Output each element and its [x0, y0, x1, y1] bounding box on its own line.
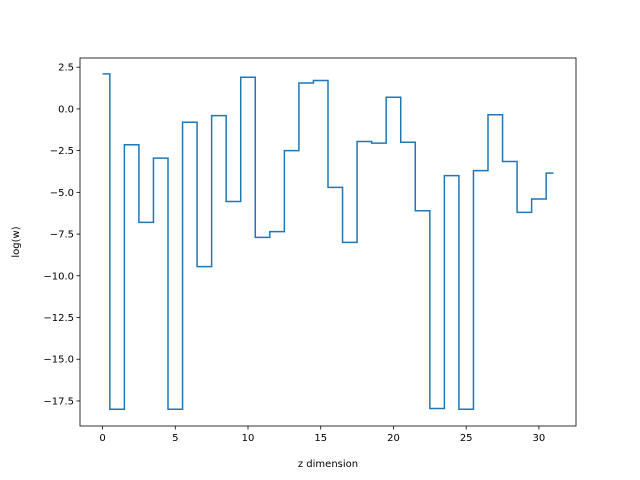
x-tick-label: 10: [242, 433, 255, 444]
y-tick-label: 0.0: [58, 104, 74, 115]
x-axis-label: z dimension: [298, 459, 358, 470]
x-tick-label: 30: [533, 433, 546, 444]
y-tick-label: −7.5: [50, 230, 74, 241]
x-tick-label: 0: [99, 433, 105, 444]
y-tick-label: −2.5: [50, 146, 74, 157]
y-tick-label: −5.0: [50, 188, 74, 199]
x-axis-ticks: 0 5 10 15 20 25 30: [99, 426, 545, 444]
plot-frame: [79, 57, 577, 427]
y-tick-label: −10.0: [43, 271, 74, 282]
y-axis-label: log(w): [11, 226, 22, 257]
y-axis-ticks: 2.5 0.0 −2.5 −5.0 −7.5 −10.0 −12.5 −15.0 −17.5: [43, 63, 80, 407]
y-tick-label: −12.5: [43, 313, 74, 324]
x-tick-label: 5: [172, 433, 178, 444]
x-tick-label: 25: [460, 433, 473, 444]
y-tick-label: 2.5: [58, 63, 74, 74]
y-tick-label: −17.5: [43, 396, 74, 407]
x-tick-label: 15: [314, 433, 327, 444]
x-tick-label: 20: [387, 433, 400, 444]
step-line-series: [102, 73, 554, 411]
y-tick-label: −15.0: [43, 355, 74, 366]
